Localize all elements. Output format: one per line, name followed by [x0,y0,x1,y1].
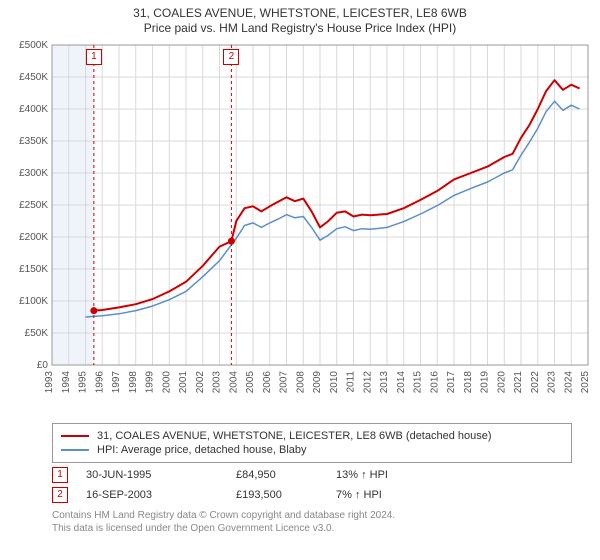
svg-text:1998: 1998 [128,371,139,394]
svg-text:£50K: £50K [25,328,49,339]
svg-text:1995: 1995 [78,371,89,394]
svg-text:2010: 2010 [329,371,340,394]
svg-text:2009: 2009 [312,371,323,394]
legend-item: HPI: Average price, detached house, Blab… [61,444,563,456]
svg-text:£300K: £300K [19,168,48,179]
legend-label: HPI: Average price, detached house, Blab… [97,444,307,456]
svg-text:1996: 1996 [94,371,105,394]
legend-swatch [61,435,89,437]
svg-text:2019: 2019 [480,371,491,394]
chart-title-line-1: 31, COALES AVENUE, WHETSTONE, LEICESTER,… [8,6,592,20]
svg-text:1993: 1993 [44,371,55,394]
svg-text:2017: 2017 [446,371,457,394]
svg-text:2005: 2005 [245,371,256,394]
line-chart-svg: £0 £50K £100K £150K £200K £250K £300K £350K £400… [8,39,592,419]
tx-price: £193,500 [236,489,336,501]
svg-text:2011: 2011 [346,371,357,393]
tx-date: 30-JUN-1995 [86,469,236,481]
legend-box: 31, COALES AVENUE, WHETSTONE, LEICESTER,… [52,423,572,463]
chart-title-line-2: Price paid vs. HM Land Registry's House … [8,21,592,35]
svg-text:1999: 1999 [145,371,156,394]
tx-delta: 7% ↑ HPI [336,489,456,501]
svg-text:£100K: £100K [19,296,48,307]
svg-text:2025: 2025 [580,371,591,394]
tx-delta: 13% ↑ HPI [336,469,456,481]
svg-text:£450K: £450K [19,72,48,83]
svg-text:£400K: £400K [19,104,48,115]
svg-text:£500K: £500K [19,40,48,51]
svg-text:2021: 2021 [513,371,524,394]
transactions-table: 1 30-JUN-1995 £84,950 13% ↑ HPI 2 16-SEP… [52,467,572,503]
legend-swatch [61,449,89,451]
legend-label: 31, COALES AVENUE, WHETSTONE, LEICESTER,… [97,430,492,442]
svg-text:2004: 2004 [228,371,239,394]
svg-text:2022: 2022 [530,371,541,394]
svg-text:2024: 2024 [563,371,574,394]
svg-text:2018: 2018 [463,371,474,394]
chart-marker-2: 2 [223,49,239,65]
legend-item: 31, COALES AVENUE, WHETSTONE, LEICESTER,… [61,430,563,442]
svg-text:2012: 2012 [362,371,373,394]
svg-text:2015: 2015 [413,371,424,394]
footer-line-2: This data is licensed under the Open Gov… [52,522,572,535]
svg-text:2002: 2002 [195,371,206,394]
svg-text:2008: 2008 [295,371,306,394]
svg-text:1997: 1997 [111,371,122,394]
footer-attribution: Contains HM Land Registry data © Crown c… [52,509,572,535]
svg-text:2016: 2016 [429,371,440,394]
table-row: 1 30-JUN-1995 £84,950 13% ↑ HPI [52,467,572,483]
svg-text:2001: 2001 [178,371,189,394]
tx-date: 16-SEP-2003 [86,489,236,501]
svg-text:2007: 2007 [279,371,290,394]
chart-area: £0 £50K £100K £150K £200K £250K £300K £350K £400… [8,39,592,419]
svg-text:2003: 2003 [212,371,223,394]
svg-text:2006: 2006 [262,371,273,394]
svg-text:£350K: £350K [19,136,48,147]
svg-text:2020: 2020 [496,371,507,394]
tx-marker-1: 1 [52,467,68,483]
svg-text:2000: 2000 [161,371,172,394]
svg-text:£150K: £150K [19,264,48,275]
table-row: 2 16-SEP-2003 £193,500 7% ↑ HPI [52,487,572,503]
svg-text:£200K: £200K [19,232,48,243]
svg-text:£0: £0 [37,360,49,371]
svg-text:2013: 2013 [379,371,390,394]
svg-text:2023: 2023 [547,371,558,394]
chart-marker-1: 1 [86,49,102,65]
footer-line-1: Contains HM Land Registry data © Crown c… [52,509,572,522]
svg-text:2014: 2014 [396,371,407,394]
svg-text:£250K: £250K [19,200,48,211]
tx-marker-2: 2 [52,487,68,503]
svg-text:1994: 1994 [61,371,72,394]
tx-price: £84,950 [236,469,336,481]
